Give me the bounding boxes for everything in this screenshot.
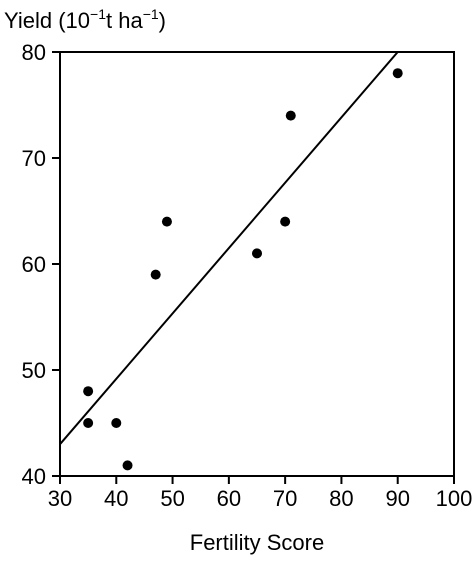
plot-frame — [59, 51, 455, 477]
data-point — [285, 110, 296, 121]
y-tick-label: 70 — [22, 146, 46, 171]
y-axis-label-exponent-2: −1 — [143, 6, 159, 22]
y-axis-label-prefix: Yield (10 — [4, 8, 90, 33]
y-axis-label: Yield (10−1t ha−1) — [4, 6, 166, 33]
x-tick-label: 60 — [217, 486, 241, 511]
data-point — [83, 386, 94, 397]
x-tick-label: 80 — [329, 486, 353, 511]
y-tick-label: 60 — [22, 252, 46, 277]
data-point — [252, 248, 262, 259]
data-point — [392, 68, 403, 79]
y-tick-label: 40 — [22, 464, 46, 489]
data-point — [150, 269, 161, 280]
x-tick-label: 30 — [48, 486, 72, 511]
y-axis-label-exponent: −1 — [90, 6, 106, 22]
y-tick-label: 50 — [22, 358, 46, 383]
x-tick-label: 40 — [104, 486, 128, 511]
regression-line — [59, 51, 399, 445]
x-tick-label: 70 — [273, 486, 297, 511]
x-tick-label: 100 — [436, 486, 473, 511]
x-axis-label: Fertility Score — [190, 530, 324, 555]
y-axis-label-suffix: ) — [159, 8, 166, 33]
data-point — [161, 216, 172, 227]
y-tick-label: 80 — [22, 40, 46, 65]
data-point — [83, 418, 94, 428]
x-tick-label: 90 — [385, 486, 409, 511]
data-points — [83, 68, 403, 471]
x-tick-label: 50 — [160, 486, 184, 511]
regression-line-group — [59, 51, 399, 445]
y-axis-label-unit: t ha — [106, 8, 143, 33]
data-point — [111, 418, 122, 428]
data-point — [122, 460, 133, 471]
data-point — [280, 216, 291, 227]
